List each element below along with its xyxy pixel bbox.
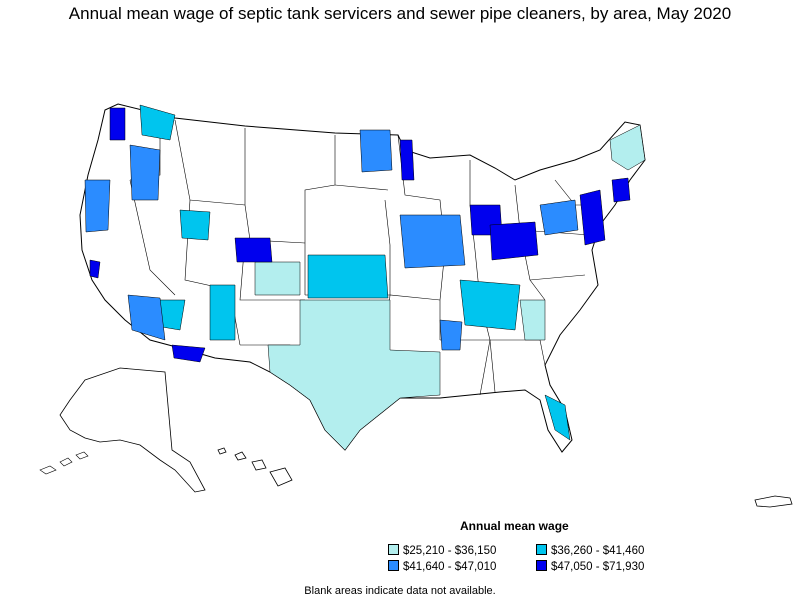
legend-label-4: $47,050 - $71,930 — [551, 561, 645, 573]
alaska-islands — [39, 451, 89, 475]
legend-swatch-2 — [536, 544, 547, 556]
legend-swatch-4 — [536, 560, 547, 572]
legend-label-2: $36,260 - $41,460 — [551, 545, 645, 557]
blank-areas-note: Blank areas indicate data not available. — [304, 585, 496, 597]
legend-swatch-1 — [388, 544, 399, 556]
legend-item-3: $41,640 - $47,010 — [388, 560, 496, 574]
alaska-outline — [59, 367, 206, 493]
legend-label-3: $41,640 - $47,010 — [403, 561, 497, 573]
wage-regions — [84, 104, 646, 451]
map-title: Annual mean wage of septic tank servicer… — [68, 4, 732, 23]
hawaii-islands — [217, 447, 293, 487]
legend-item-1: $25,210 - $36,150 — [388, 544, 496, 558]
legend-label-1: $25,210 - $36,150 — [403, 545, 497, 557]
legend-swatch-3 — [388, 560, 399, 572]
legend-item-2: $36,260 - $41,460 — [536, 544, 644, 558]
puerto-rico-outline — [754, 495, 793, 508]
legend-item-4: $47,050 - $71,930 — [536, 560, 644, 574]
legend-title: Annual mean wage — [460, 519, 569, 533]
us-choropleth-map — [39, 103, 793, 508]
